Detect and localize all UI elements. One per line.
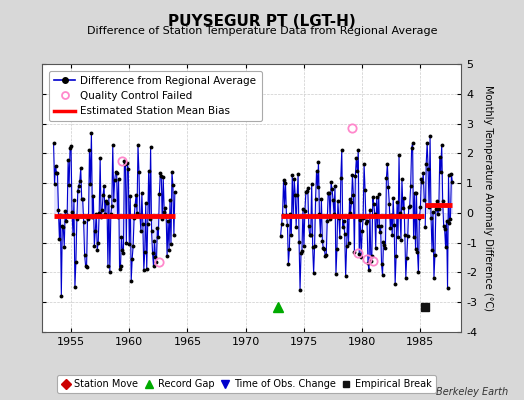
Text: Difference of Station Temperature Data from Regional Average: Difference of Station Temperature Data f… xyxy=(87,26,437,36)
Legend: Station Move, Record Gap, Time of Obs. Change, Empirical Break: Station Move, Record Gap, Time of Obs. C… xyxy=(57,375,436,393)
Legend: Difference from Regional Average, Quality Control Failed, Estimated Station Mean: Difference from Regional Average, Qualit… xyxy=(49,70,261,121)
Text: PUYSEGUR PT (LGT-H): PUYSEGUR PT (LGT-H) xyxy=(168,14,356,29)
Text: Berkeley Earth: Berkeley Earth xyxy=(436,387,508,397)
Y-axis label: Monthly Temperature Anomaly Difference (°C): Monthly Temperature Anomaly Difference (… xyxy=(483,85,493,311)
